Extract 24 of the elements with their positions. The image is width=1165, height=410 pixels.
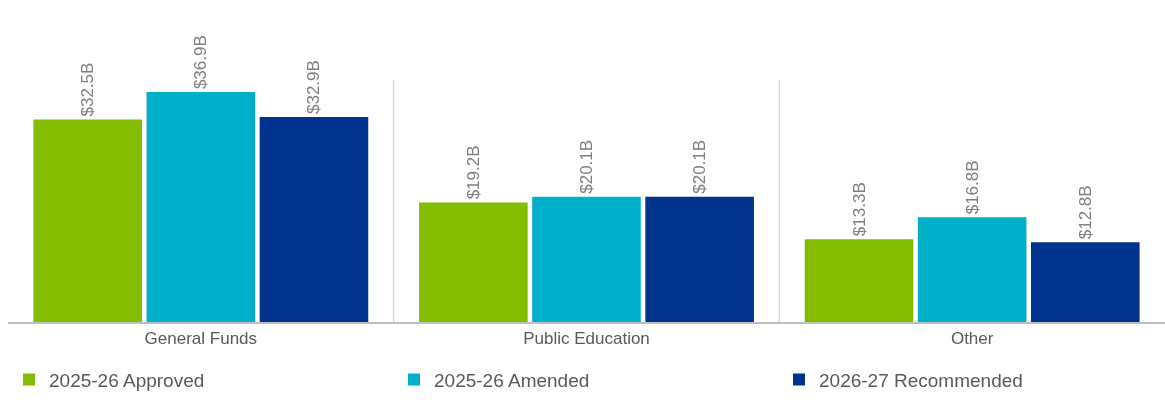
bar: [645, 196, 754, 322]
data-label: $12.8B: [1075, 185, 1095, 240]
bar: [33, 119, 143, 322]
bar: [917, 217, 1027, 322]
data-label: $20.1B: [690, 139, 710, 194]
data-label: $36.9B: [191, 35, 211, 90]
bar: [804, 239, 914, 322]
data-label: $20.1B: [577, 139, 596, 194]
x-tick-label: Other: [950, 328, 994, 348]
bar: [1030, 242, 1140, 322]
legend-label: 2026-27 Recommended: [819, 369, 1023, 391]
legend-label: 2025-26 Approved: [49, 369, 205, 391]
x-tick-label: General Funds: [144, 328, 258, 348]
data-label: $19.2B: [463, 145, 483, 200]
bar: [532, 196, 641, 322]
legend-label: 2025-26 Amended: [434, 369, 590, 391]
data-label: $16.8B: [962, 160, 982, 215]
x-tick-label: Public Education: [523, 328, 650, 348]
data-label: $32.9B: [304, 60, 324, 115]
bar: [146, 92, 256, 322]
data-label: $13.3B: [849, 182, 869, 237]
bar: [259, 117, 369, 322]
data-label: $32.5B: [78, 62, 98, 117]
bar: [419, 202, 528, 322]
